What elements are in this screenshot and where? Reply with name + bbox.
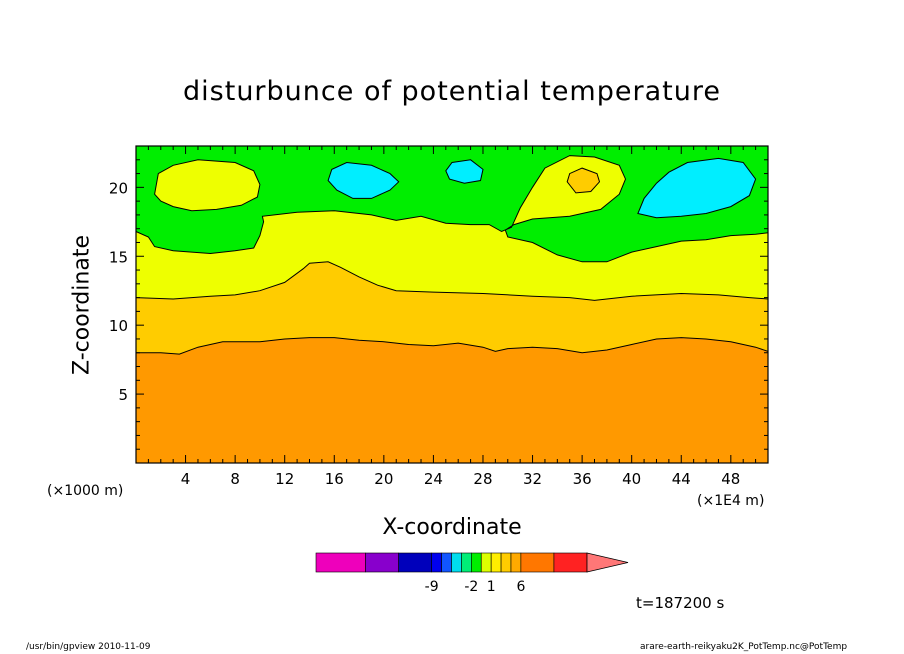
contour-line-cyan-c <box>637 157 757 219</box>
colorbar-swatch <box>510 552 522 573</box>
x-tick-label: 44 <box>672 470 691 488</box>
colorbar-label: 6 <box>516 579 525 595</box>
colorbar-swatch <box>461 552 472 573</box>
fill-blob-upper <box>154 159 260 211</box>
x-tick-label: 16 <box>325 470 344 488</box>
colorbar-swatch <box>441 552 452 573</box>
y-tick-label: 15 <box>109 248 128 266</box>
colorbar-swatch <box>398 552 432 573</box>
contour-line-cyan-a <box>327 161 400 199</box>
y-tick-label: 5 <box>118 386 128 404</box>
colorbar-swatch <box>520 552 555 573</box>
footer-left-text: /usr/bin/gpview 2010-11-09 <box>26 642 151 652</box>
x-unit-right-label: (×1E4 m) <box>697 493 765 509</box>
fill-cold-b <box>445 159 483 184</box>
x-tick-label: 32 <box>523 470 542 488</box>
fill-spot <box>567 168 600 193</box>
colorbar-swatch <box>553 552 588 573</box>
fill-level-cool <box>136 146 768 262</box>
colorbar-arrow <box>586 552 629 573</box>
x-tick-label: 20 <box>374 470 393 488</box>
colorbar-label: -9 <box>425 579 439 595</box>
y-tick-label: 10 <box>109 317 128 335</box>
x-tick-label: 4 <box>181 470 191 488</box>
colorbar-swatch <box>315 552 366 573</box>
contour-line-cyan-b <box>445 159 484 184</box>
colorbar-swatch <box>451 552 462 573</box>
contour-line-z12 <box>135 261 769 301</box>
y-axis-label: Z-coordinate <box>69 235 95 375</box>
x-tick-label: 28 <box>473 470 492 488</box>
x-unit-left-label: (×1000 m) <box>47 483 124 499</box>
colorbar-swatch <box>480 552 492 573</box>
y-tick-label: 20 <box>109 179 128 197</box>
fill-cold-a <box>328 162 399 199</box>
x-tick-label: 8 <box>230 470 240 488</box>
chart-title: disturbunce of potential temperature <box>183 76 721 107</box>
contour-line-z8 <box>136 337 769 355</box>
colorbar-label: -2 <box>464 579 478 595</box>
x-axis-label: X-coordinate <box>382 515 522 540</box>
colorbar-swatch <box>500 552 512 573</box>
x-tick-label: 36 <box>573 470 592 488</box>
time-label: t=187200 s <box>636 594 725 612</box>
footer-right-text: arare-earth-reikyaku2K_PotTemp.nc@PotTem… <box>640 642 848 652</box>
contour-line-z17 <box>135 155 769 263</box>
colorbar-label: 1 <box>487 579 496 595</box>
contour-line-yellow-blob <box>154 159 261 212</box>
plot-frame <box>135 145 769 464</box>
contour-line-orange-spot <box>566 167 601 194</box>
x-tick-label: 24 <box>424 470 443 488</box>
colorbar-swatch <box>365 552 399 573</box>
fill-cold-c <box>637 158 756 218</box>
x-tick-label: 12 <box>275 470 294 488</box>
colorbar-swatch <box>490 552 502 573</box>
colorbar-swatch <box>471 552 482 573</box>
colorbar-swatch <box>431 552 442 573</box>
x-tick-label: 40 <box>622 470 641 488</box>
x-tick-label: 48 <box>721 470 740 488</box>
